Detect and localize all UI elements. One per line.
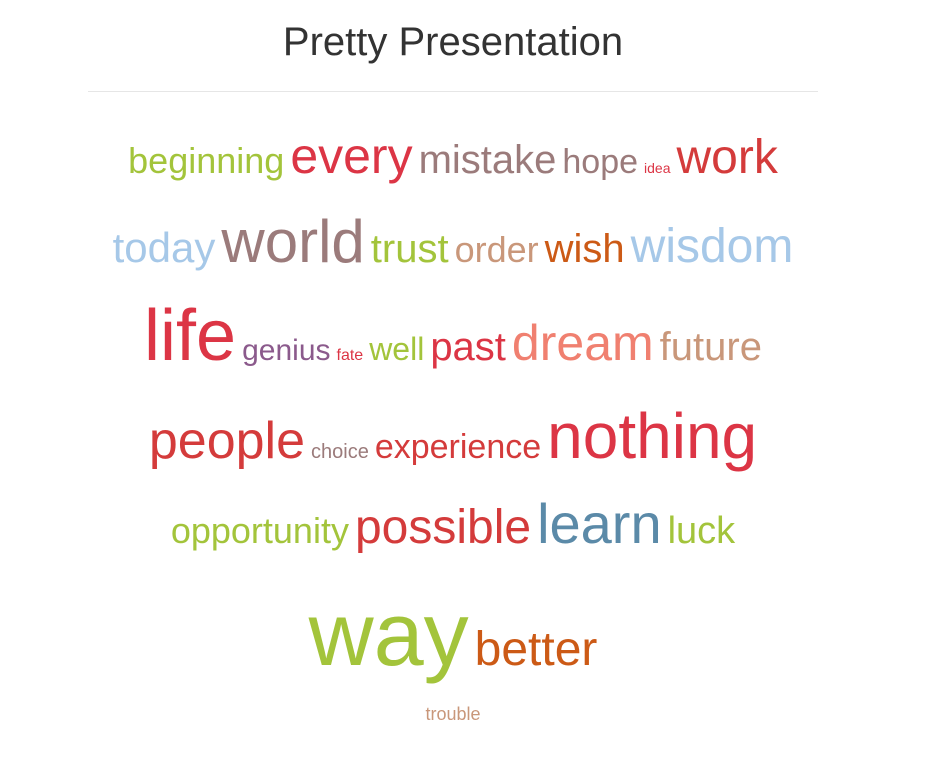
- word-beginning: beginning: [128, 140, 285, 181]
- word-world: world: [221, 208, 365, 275]
- word-luck: luck: [667, 510, 736, 552]
- word-mistake: mistake: [418, 138, 557, 182]
- word-work: work: [676, 131, 778, 184]
- word-every: every: [290, 128, 413, 184]
- word-trust: trust: [370, 227, 449, 271]
- word-cloud-row-7: trouble: [0, 705, 906, 723]
- word-learn: learn: [537, 492, 662, 555]
- word-cloud-row-3: life genius fate well past dream future: [0, 300, 906, 372]
- word-cloud-row-1: beginning every mistake hope idea work: [0, 131, 906, 182]
- page-title: Pretty Presentation: [282, 20, 624, 64]
- word-choice: choice: [311, 441, 369, 463]
- word-nothing: nothing: [547, 400, 758, 472]
- title-divider: [88, 91, 818, 92]
- word-cloud-row-5: opportunity possible learn luck: [0, 496, 906, 552]
- word-today: today: [112, 224, 216, 271]
- word-opportunity: opportunity: [170, 510, 349, 551]
- word-cloud: beginning every mistake hope idea work today w…: [0, 131, 906, 723]
- word-well: well: [369, 331, 425, 367]
- word-idea: idea: [644, 160, 671, 176]
- word-possible: possible: [354, 501, 532, 554]
- word-cloud-row-4: people choice experience nothing: [0, 404, 906, 468]
- word-cloud-row-6: way better: [0, 590, 906, 680]
- word-wisdom: wisdom: [630, 220, 794, 273]
- word-genius: genius: [242, 334, 331, 367]
- word-trouble: trouble: [425, 704, 481, 724]
- word-fate: fate: [336, 347, 364, 364]
- word-wish: wish: [544, 227, 625, 271]
- word-hope: hope: [562, 143, 639, 181]
- word-cloud-row-2: today world trust order wish wisdom: [0, 212, 906, 272]
- word-people: people: [148, 412, 306, 470]
- word-life: life: [144, 296, 237, 376]
- word-future: future: [659, 325, 762, 369]
- word-dream: dream: [511, 315, 654, 371]
- word-better: better: [474, 623, 598, 676]
- word-way: way: [308, 585, 469, 685]
- word-past: past: [430, 325, 506, 369]
- word-order: order: [454, 229, 539, 270]
- word-experience: experience: [374, 428, 542, 466]
